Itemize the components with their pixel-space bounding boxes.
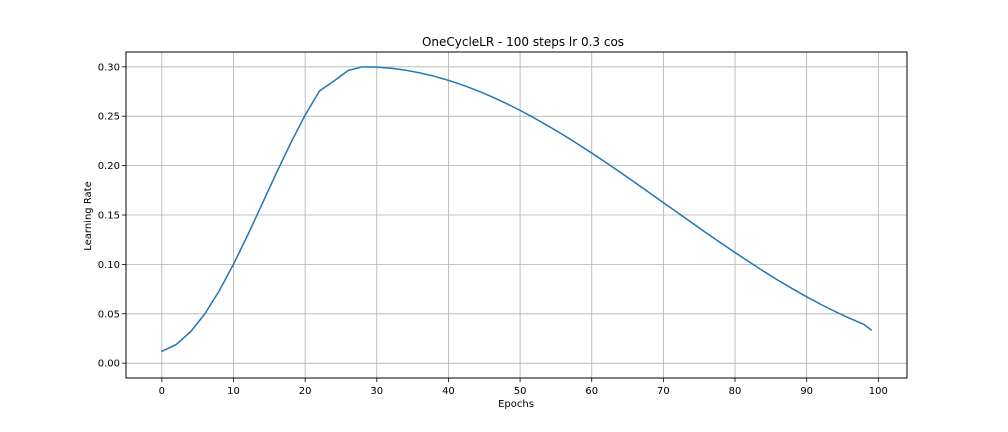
x-tick-label: 20: [299, 386, 312, 397]
series-group: [161, 66, 872, 353]
x-tick-label: 10: [227, 386, 240, 397]
y-tick-label: 0.15: [98, 211, 120, 222]
y-tick-label: 0.05: [98, 309, 120, 320]
x-tick-label: 50: [514, 386, 527, 397]
x-tick-label: 60: [585, 386, 598, 397]
x-axis-ticks: 0 10 20 30 40 50 60 70 80 90 100: [159, 378, 888, 397]
y-tick-label: 0.10: [98, 260, 120, 271]
x-tick-label: 30: [370, 386, 383, 397]
x-tick-label: 70: [657, 386, 670, 397]
y-tick-label: 0.25: [98, 112, 120, 123]
x-tick-label: 80: [729, 386, 742, 397]
y-tick-label: 0.30: [98, 62, 120, 73]
x-tick-label: 0: [159, 386, 165, 397]
x-tick-label: 100: [869, 386, 888, 397]
y-axis-ticks: 0.00 0.05 0.10 0.15 0.20 0.25 0.30: [98, 62, 126, 370]
x-tick-label: 40: [442, 386, 455, 397]
x-tick-label: 90: [800, 386, 813, 397]
y-tick-label: 0.00: [98, 359, 120, 370]
chart-title: OneCycleLR - 100 steps lr 0.3 cos: [422, 35, 624, 49]
y-tick-label: 0.20: [98, 161, 120, 172]
y-axis-label: Learning Rate: [83, 181, 94, 251]
series-line: [161, 66, 872, 353]
x-axis-label: Epochs: [498, 399, 534, 410]
grid-lines: [126, 52, 907, 378]
